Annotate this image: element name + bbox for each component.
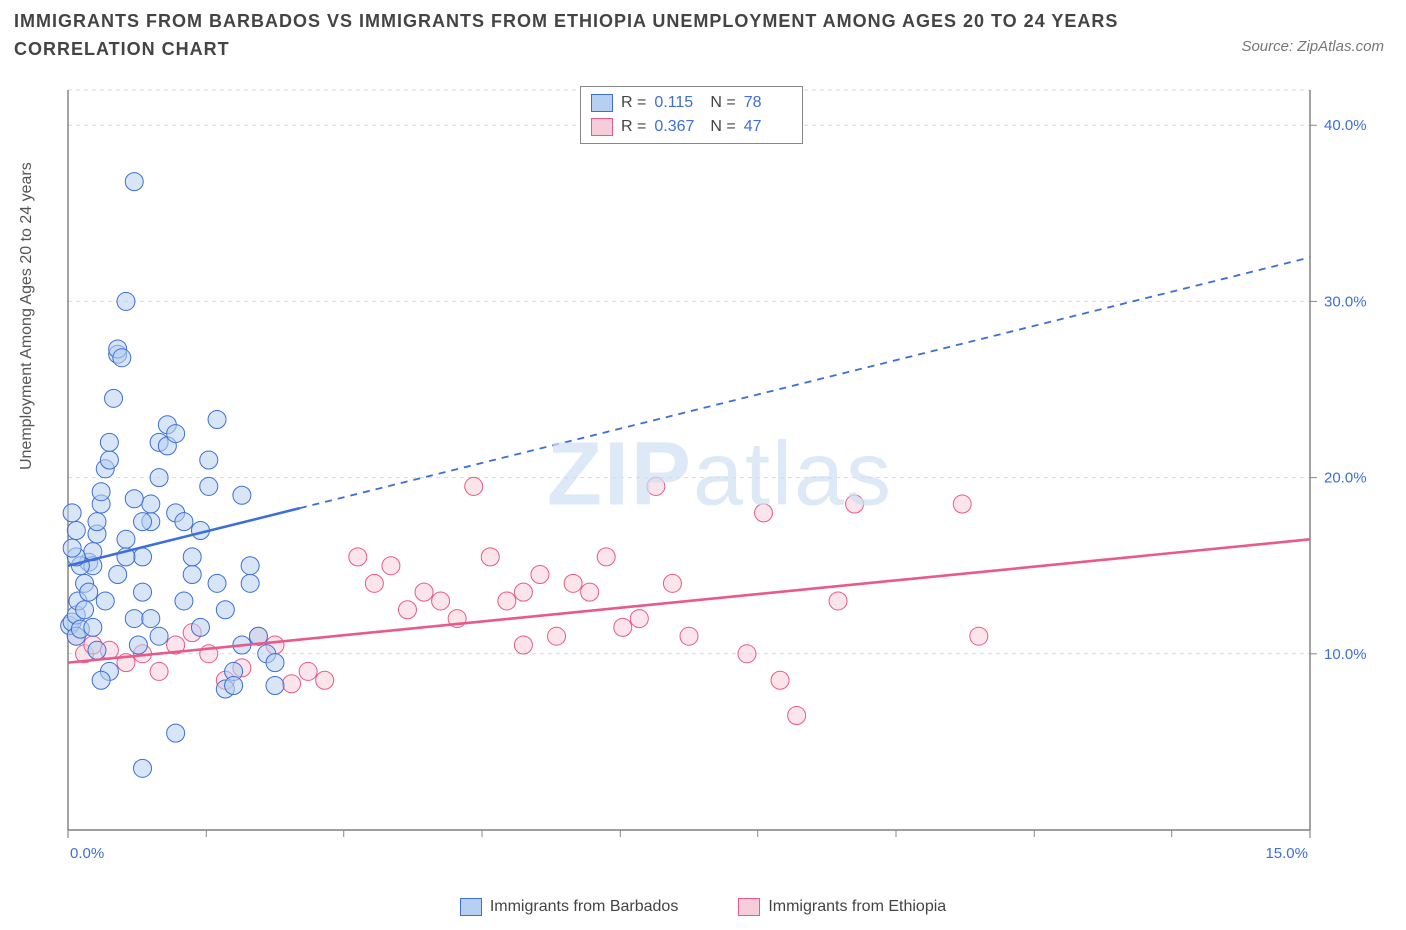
r-value-b: 0.367	[654, 115, 702, 139]
y-axis-label: Unemployment Among Ages 20 to 24 years	[18, 162, 36, 470]
svg-text:15.0%: 15.0%	[1265, 845, 1308, 862]
n-label-a: N =	[710, 91, 735, 115]
swatch-series-a	[591, 94, 613, 112]
plot-svg: 0.0% 15.0% 10.0% 20.0% 30.0% 40.0%	[60, 80, 1380, 870]
svg-text:10.0%: 10.0%	[1324, 646, 1367, 663]
chart-title: IMMIGRANTS FROM BARBADOS VS IMMIGRANTS F…	[14, 8, 1226, 64]
n-label-b: N =	[710, 115, 735, 139]
legend-label-b: Immigrants from Ethiopia	[768, 898, 946, 916]
scatter-chart: ZIPatlas 0.0%15.0%10.0%20.0%30.0%40.0% R…	[60, 80, 1380, 870]
legend-item-b: Immigrants from Ethiopia	[738, 898, 946, 916]
swatch-series-b	[591, 118, 613, 136]
legend-item-a: Immigrants from Barbados	[460, 898, 679, 916]
legend-label-a: Immigrants from Barbados	[490, 898, 679, 916]
svg-text:30.0%: 30.0%	[1324, 293, 1367, 310]
stats-row-a: R = 0.115 N = 78	[591, 91, 792, 115]
r-label-a: R =	[621, 91, 646, 115]
svg-text:0.0%: 0.0%	[70, 845, 104, 862]
stats-legend-box: R = 0.115 N = 78 R = 0.367 N = 47	[580, 86, 803, 144]
svg-text:40.0%: 40.0%	[1324, 117, 1367, 134]
swatch-a-icon	[460, 898, 482, 916]
r-value-a: 0.115	[654, 91, 702, 115]
r-label-b: R =	[621, 115, 646, 139]
stats-row-b: R = 0.367 N = 47	[591, 115, 792, 139]
n-value-a: 78	[744, 91, 792, 115]
source-label: Source: ZipAtlas.com	[1241, 38, 1384, 55]
bottom-legend: Immigrants from Barbados Immigrants from…	[0, 898, 1406, 916]
svg-text:20.0%: 20.0%	[1324, 470, 1367, 487]
swatch-b-icon	[738, 898, 760, 916]
n-value-b: 47	[744, 115, 792, 139]
